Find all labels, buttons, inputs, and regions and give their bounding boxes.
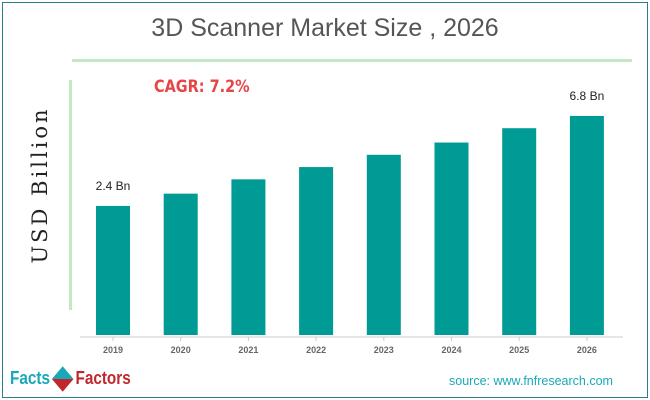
x-tick-label: 2023 (374, 345, 394, 355)
source-text: source: www.fnfresearch.com (449, 374, 613, 388)
bar-2019 (96, 205, 130, 335)
bar-2020 (163, 193, 198, 335)
bar-2021 (231, 179, 266, 335)
bar-2026 (569, 115, 604, 335)
title-divider (72, 59, 632, 62)
chart-title: 3D Scanner Market Size , 2026 (151, 14, 499, 42)
bar-2023 (366, 154, 401, 335)
x-tick-label: 2026 (577, 345, 597, 355)
data-label: 6.8 Bn (570, 89, 605, 103)
logo-factors: Factors (75, 368, 131, 388)
logo-facts: Facts (10, 368, 50, 388)
x-tick-label: 2021 (238, 345, 258, 355)
bar-2025 (502, 128, 537, 335)
bar-2024 (434, 142, 469, 335)
logo-mark-icon (51, 366, 74, 392)
cagr-annotation: CAGR: 7.2% (154, 77, 250, 97)
y-axis-line (69, 80, 72, 310)
x-tick-label: 2020 (171, 345, 191, 355)
bar-2022 (299, 167, 334, 335)
data-label: 2.4 Bn (96, 179, 131, 193)
x-tick-label: 2024 (441, 345, 461, 355)
x-tick-label: 2019 (103, 345, 123, 355)
x-tick-label: 2022 (306, 345, 326, 355)
x-tick-label: 2025 (509, 345, 529, 355)
facts-factors-logo: Facts Factors (10, 366, 131, 392)
